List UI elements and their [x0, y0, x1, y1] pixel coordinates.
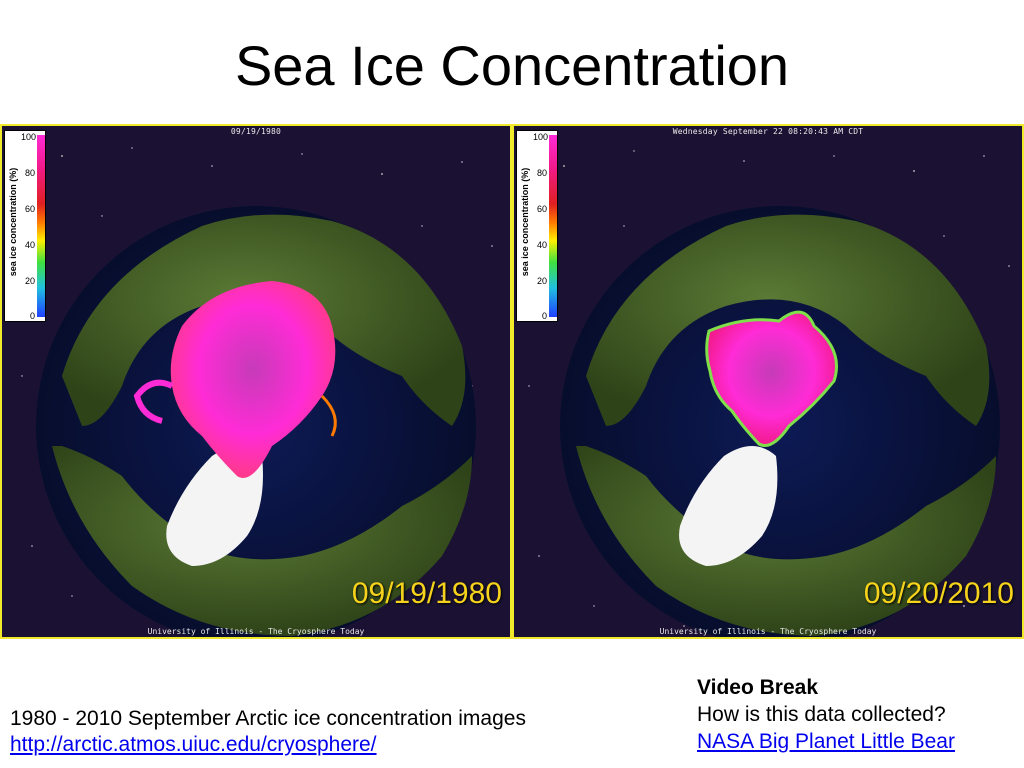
image-caption: 1980 - 2010 September Arctic ice concent…	[10, 706, 660, 758]
panel-date-label: 09/19/1980	[351, 577, 502, 610]
legend-tick: 40	[536, 240, 547, 250]
caption-text: 1980 - 2010 September Arctic ice concent…	[10, 707, 526, 730]
legend-tick: 0	[29, 311, 35, 321]
legend-tick: 20	[24, 276, 35, 286]
legend-tick: 20	[536, 276, 547, 286]
video-break-question: How is this data collected?	[697, 703, 946, 726]
legend-color-bar	[37, 135, 45, 317]
legend-tick: 80	[24, 168, 35, 178]
legend-tick: 60	[536, 204, 547, 214]
video-link[interactable]: NASA Big Planet Little Bear	[697, 730, 955, 753]
source-link[interactable]: http://arctic.atmos.uiuc.edu/cryosphere/	[10, 733, 377, 756]
legend-title: sea ice concentration (%)	[520, 167, 530, 277]
concentration-legend: sea ice concentration (%) 100 80 60 40 2…	[516, 130, 558, 322]
legend-tick: 80	[536, 168, 547, 178]
slide-title: Sea Ice Concentration	[234, 34, 790, 97]
legend-tick: 100	[21, 132, 37, 142]
legend-tick: 0	[541, 311, 547, 321]
panel-top-caption: 09/19/1980	[230, 127, 282, 136]
ice-map-1980: sea ice concentration (%) 100 80 60 40 2…	[0, 124, 512, 639]
panel-date-label: 09/20/2010	[863, 577, 1014, 610]
legend-tick: 60	[24, 204, 35, 214]
arctic-globe-2010	[528, 150, 1010, 637]
legend-tick: 100	[533, 132, 549, 142]
arctic-globe-1980	[21, 147, 493, 637]
panel-top-caption: Wednesday September 22 08:20:43 AM CDT	[672, 127, 864, 136]
legend-color-bar	[549, 135, 557, 317]
legend-tick: 40	[24, 240, 35, 250]
video-break-box: Video Break How is this data collected? …	[697, 674, 1019, 755]
ice-map-2010: sea ice concentration (%) 100 80 60 40 2…	[512, 124, 1024, 639]
panel-credit: University of Illinois - The Cryosphere …	[147, 627, 365, 636]
legend-title: sea ice concentration (%)	[8, 167, 18, 277]
video-break-heading: Video Break	[697, 676, 819, 699]
panel-credit: University of Illinois - The Cryosphere …	[659, 627, 877, 636]
concentration-legend: sea ice concentration (%) 100 80 60 40 2…	[4, 130, 46, 322]
